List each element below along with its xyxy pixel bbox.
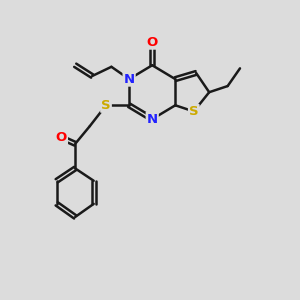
Text: N: N [147,113,158,126]
Text: S: S [101,99,111,112]
Text: S: S [189,105,199,118]
Text: O: O [147,36,158,49]
Text: O: O [56,131,67,144]
Text: N: N [124,73,135,85]
